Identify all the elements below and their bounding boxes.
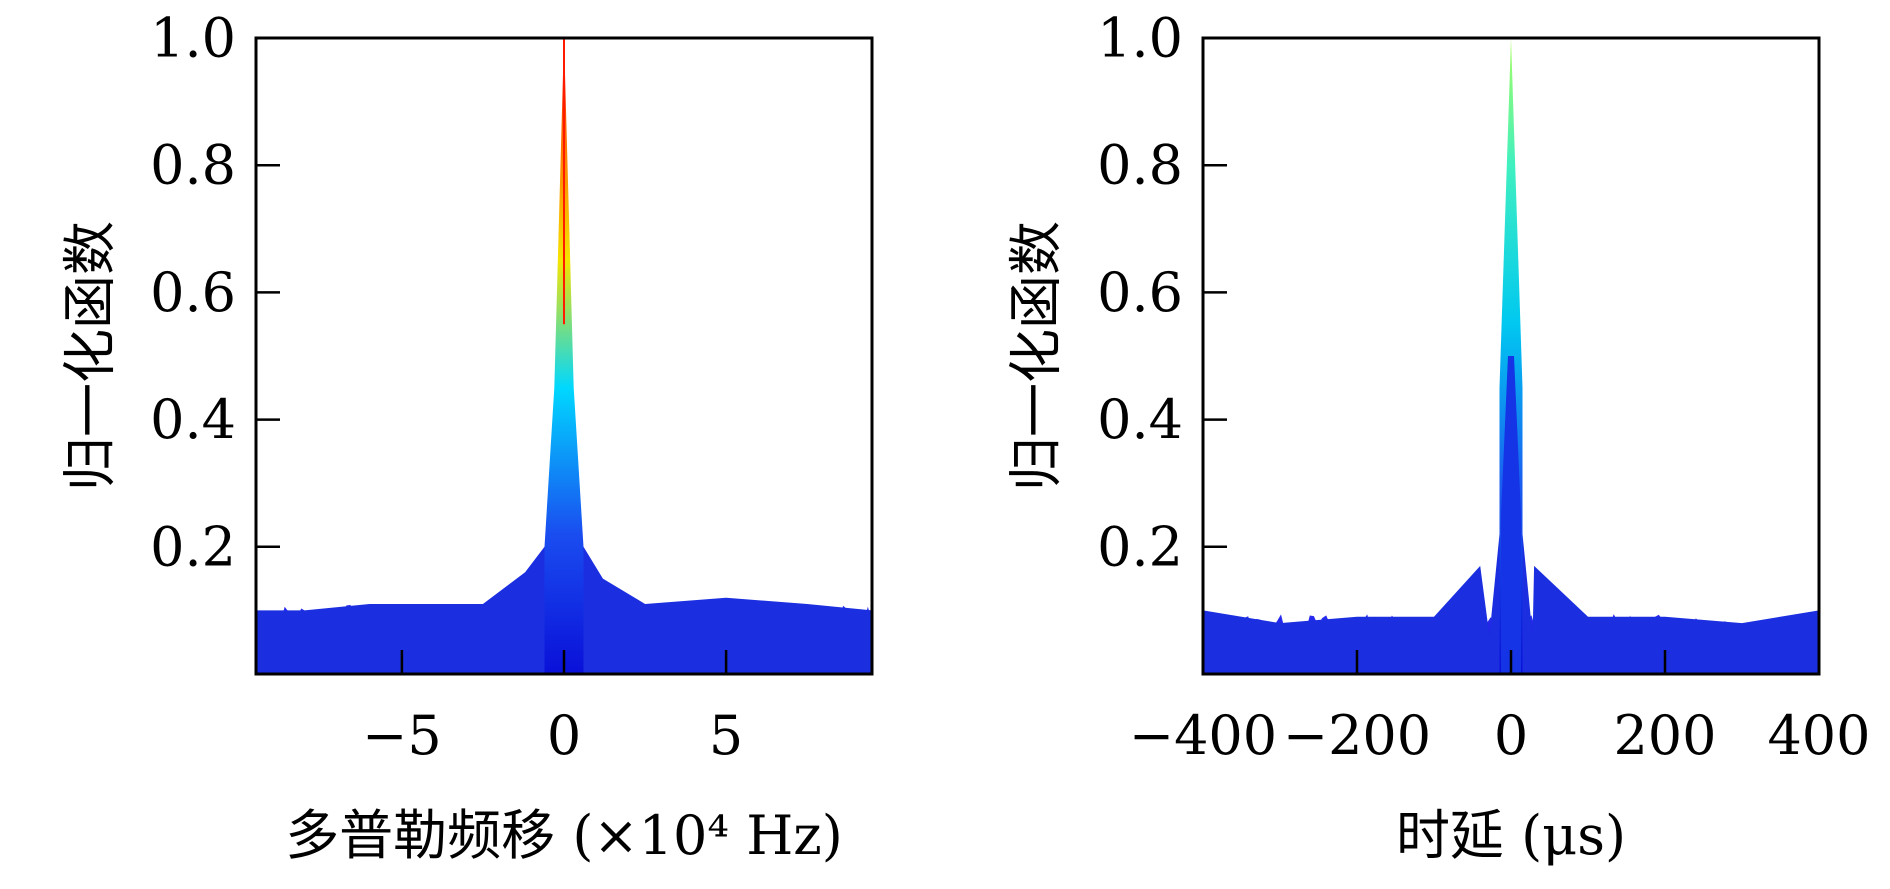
y-tick-label: 0.4 — [150, 388, 236, 451]
y-tick-label: 0.2 — [150, 515, 236, 578]
delay-panel: 0.2 0.4 0.6 0.8 1.0 −400 −200 0 200 400 归一化函数 时延… — [1005, 7, 1871, 868]
x-tick-label: −5 — [362, 704, 442, 767]
delay-y-axis-title: 归一化函数 — [1005, 221, 1068, 491]
y-tick-label: 0.4 — [1097, 388, 1183, 451]
x-tick-label: 5 — [709, 704, 743, 767]
x-tick-label: 200 — [1613, 704, 1716, 767]
y-tick-label: 0.2 — [1097, 515, 1183, 578]
doppler-main-peak — [544, 38, 584, 674]
doppler-panel: 0.2 0.4 0.6 0.8 1.0 −5 0 5 归一化函数 多普勒频移 (×10⁴ H… — [59, 7, 874, 867]
x-tick-label: 0 — [547, 704, 581, 767]
doppler-x-axis-title: 多普勒频移 (×10⁴ Hz) — [285, 804, 843, 867]
y-tick-label: 1.0 — [150, 7, 236, 70]
x-tick-label: 0 — [1494, 704, 1528, 767]
y-tick-label: 0.8 — [150, 134, 236, 197]
x-tick-label: −200 — [1283, 704, 1431, 767]
delay-x-axis-title: 时延 (μs) — [1396, 804, 1626, 867]
doppler-x-axis: −5 0 5 — [362, 650, 743, 767]
delay-y-axis: 0.2 0.4 0.6 0.8 1.0 — [1097, 7, 1227, 578]
y-tick-label: 0.6 — [1097, 261, 1183, 324]
doppler-plot-area — [256, 38, 872, 674]
delay-x-axis: −400 −200 0 200 400 — [1129, 650, 1871, 767]
y-tick-label: 1.0 — [1097, 7, 1183, 70]
x-tick-label: −400 — [1129, 704, 1277, 767]
delay-secondary-peak — [1501, 356, 1521, 674]
x-tick-label: 400 — [1767, 704, 1870, 767]
y-tick-label: 0.6 — [150, 261, 236, 324]
delay-plot-area — [1203, 38, 1819, 674]
y-tick-label: 0.8 — [1097, 134, 1183, 197]
doppler-y-axis-title: 归一化函数 — [59, 221, 122, 491]
doppler-y-axis: 0.2 0.4 0.6 0.8 1.0 — [150, 7, 280, 578]
